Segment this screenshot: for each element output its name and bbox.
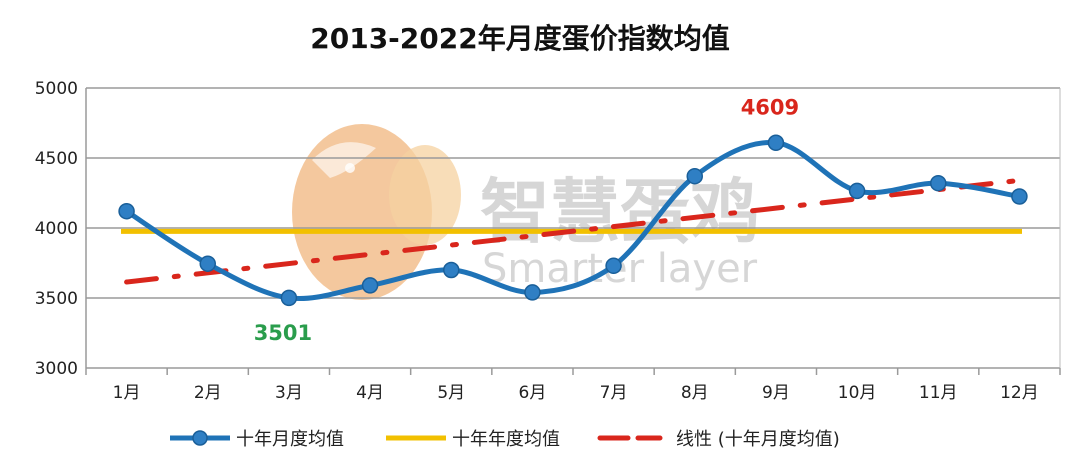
y-tick-label: 3000 — [35, 359, 78, 379]
gridlines — [85, 87, 1061, 369]
series-monthly-average-point — [280, 289, 298, 307]
series-linear-trend-line — [124, 177, 1022, 285]
x-tick-label: 6月 — [519, 383, 547, 403]
chart-title: 2013-2022年月度蛋价指数均值 — [310, 22, 729, 55]
series-monthly-average-point — [767, 134, 785, 151]
y-tick-label: 4500 — [35, 149, 78, 169]
legend-marker — [192, 430, 208, 446]
legend-label: 十年月度均值 — [236, 429, 344, 450]
watermark-chinese: 智慧蛋鸡 — [480, 171, 760, 253]
data-label: 3501 — [254, 321, 312, 345]
series-monthly-average-point — [443, 261, 460, 279]
chicken-egg-logo-icon — [292, 124, 461, 300]
x-tick-label: 8月 — [681, 383, 709, 403]
data-label: 4609 — [741, 96, 799, 120]
x-tick-label: 2月 — [194, 383, 222, 403]
series-monthly-average-point — [930, 174, 947, 192]
series-group — [118, 134, 1028, 307]
x-tick-label: 10月 — [838, 383, 877, 403]
x-tick-label: 7月 — [600, 383, 628, 403]
series-monthly-average-point — [848, 182, 866, 200]
x-axis: 1月 2月 3月 4月 5月 6月 7月 8月 9月 10月 11月 12月 — [85, 368, 1061, 403]
x-tick-label: 11月 — [919, 383, 958, 403]
x-tick-label: 1月 — [113, 383, 141, 403]
x-tick-label: 9月 — [762, 383, 790, 403]
x-tick-label: 12月 — [1000, 383, 1039, 403]
legend-item: 线性 (十年月度均值) — [597, 429, 840, 450]
series-monthly-average-point — [118, 202, 135, 220]
series-monthly-average-point — [1011, 188, 1028, 205]
x-tick-label: 4月 — [356, 383, 384, 403]
series-monthly-average-point — [524, 284, 541, 301]
y-tick-label: 4000 — [35, 219, 78, 239]
series-monthly-average-point — [361, 277, 379, 294]
y-axis-ticks: 3000 3500 4000 4500 5000 — [35, 79, 78, 379]
x-tick-label: 3月 — [275, 383, 303, 403]
data-labels: 4609 3501 — [254, 96, 799, 345]
series-monthly-average-point — [605, 257, 622, 275]
y-tick-label: 5000 — [35, 79, 78, 99]
y-tick-label: 3500 — [35, 289, 78, 309]
x-tick-label: 5月 — [437, 383, 465, 403]
legend: 十年月度均值 十年年度均值 线性 (十年月度均值) — [170, 429, 840, 450]
series-monthly-average-point — [686, 167, 703, 185]
legend-label: 十年年度均值 — [452, 429, 560, 450]
legend-item: 十年年度均值 — [386, 429, 560, 450]
legend-item: 十年月度均值 — [170, 429, 344, 450]
series-monthly-average-point — [199, 255, 216, 272]
watermark: 智慧蛋鸡 Smarter layer — [292, 124, 760, 300]
legend-label: 线性 (十年月度均值) — [676, 429, 840, 450]
